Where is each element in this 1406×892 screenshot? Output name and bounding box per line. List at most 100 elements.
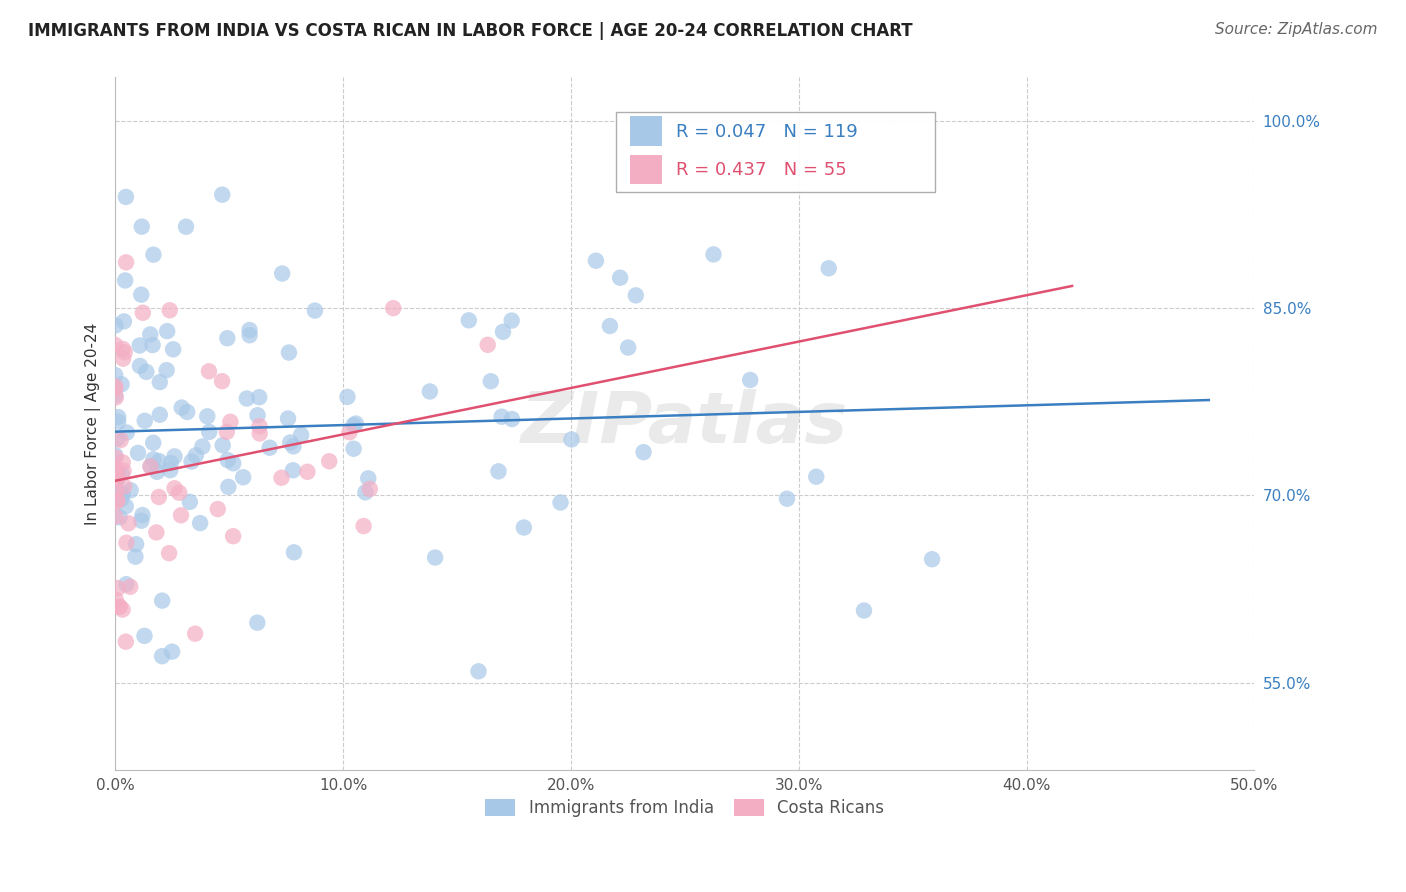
Point: [150, 593, 173, 607]
Point: [111, 342, 134, 356]
Point: [336, 390, 359, 404]
Point: [702, 247, 724, 261]
Point: [479, 374, 502, 388]
Point: [318, 454, 340, 468]
Bar: [630, 117, 662, 145]
Point: [104, 318, 127, 333]
Point: [159, 303, 181, 318]
Point: [120, 580, 142, 594]
Point: [457, 313, 479, 327]
Point: [142, 452, 165, 467]
Point: [129, 359, 152, 373]
Point: [491, 409, 513, 424]
Point: [278, 345, 301, 359]
Point: [270, 471, 292, 485]
Point: [259, 441, 281, 455]
Point: [921, 552, 943, 566]
Point: [382, 301, 405, 315]
Point: [139, 459, 162, 474]
Point: [176, 405, 198, 419]
Point: [344, 417, 367, 431]
Point: [131, 508, 153, 522]
Point: [184, 626, 207, 640]
Point: [104, 391, 127, 405]
Point: [283, 545, 305, 559]
Point: [585, 253, 607, 268]
Point: [157, 546, 180, 560]
Point: [776, 491, 799, 506]
Point: [222, 529, 245, 543]
Point: [219, 415, 242, 429]
Point: [359, 482, 381, 496]
Point: [104, 379, 127, 393]
Point: [142, 247, 165, 261]
Point: [150, 649, 173, 664]
Point: [134, 414, 156, 428]
Point: [297, 465, 319, 479]
Point: [108, 599, 131, 614]
Point: [357, 471, 380, 485]
Point: [104, 448, 127, 462]
Point: [163, 481, 186, 495]
Text: R = 0.047   N = 119: R = 0.047 N = 119: [676, 123, 858, 141]
Point: [105, 491, 128, 505]
FancyBboxPatch shape: [616, 112, 935, 192]
Point: [170, 508, 193, 523]
Point: [246, 615, 269, 630]
Point: [112, 479, 135, 493]
Point: [112, 314, 135, 328]
Point: [129, 287, 152, 301]
Point: [249, 419, 271, 434]
Point: [609, 270, 631, 285]
Point: [115, 190, 138, 204]
Point: [120, 483, 142, 498]
Point: [115, 535, 138, 549]
Point: [111, 467, 134, 481]
Point: [232, 470, 254, 484]
Point: [217, 453, 239, 467]
Point: [353, 519, 375, 533]
Point: [128, 338, 150, 352]
Point: [114, 273, 136, 287]
Point: [271, 267, 294, 281]
Point: [290, 428, 312, 442]
Point: [477, 338, 499, 352]
Bar: [630, 154, 662, 184]
Point: [222, 456, 245, 470]
Point: [211, 438, 233, 452]
Point: [139, 327, 162, 342]
Legend: Immigrants from India, Costa Ricans: Immigrants from India, Costa Ricans: [478, 792, 891, 824]
Text: ZIPatlas: ZIPatlas: [522, 389, 848, 458]
Point: [817, 261, 839, 276]
Point: [111, 455, 134, 469]
Point: [277, 411, 299, 425]
Point: [633, 445, 655, 459]
Point: [419, 384, 441, 399]
Point: [114, 500, 136, 514]
Point: [174, 219, 197, 234]
Point: [107, 466, 129, 480]
Point: [339, 425, 361, 440]
Point: [238, 323, 260, 337]
Point: [159, 456, 181, 470]
Point: [125, 537, 148, 551]
Point: [149, 408, 172, 422]
Point: [217, 480, 239, 494]
Point: [740, 373, 762, 387]
Point: [188, 516, 211, 530]
Point: [131, 219, 153, 234]
Point: [104, 592, 127, 607]
Point: [281, 463, 304, 477]
Point: [107, 415, 129, 429]
Point: [195, 409, 218, 424]
Text: IMMIGRANTS FROM INDIA VS COSTA RICAN IN LABOR FORCE | AGE 20-24 CORRELATION CHAR: IMMIGRANTS FROM INDIA VS COSTA RICAN IN …: [28, 22, 912, 40]
Point: [104, 475, 127, 490]
Point: [114, 345, 136, 359]
Point: [488, 464, 510, 478]
Point: [246, 409, 269, 423]
Point: [211, 187, 233, 202]
Point: [501, 313, 523, 327]
Point: [170, 401, 193, 415]
Point: [139, 459, 162, 474]
Point: [115, 425, 138, 440]
